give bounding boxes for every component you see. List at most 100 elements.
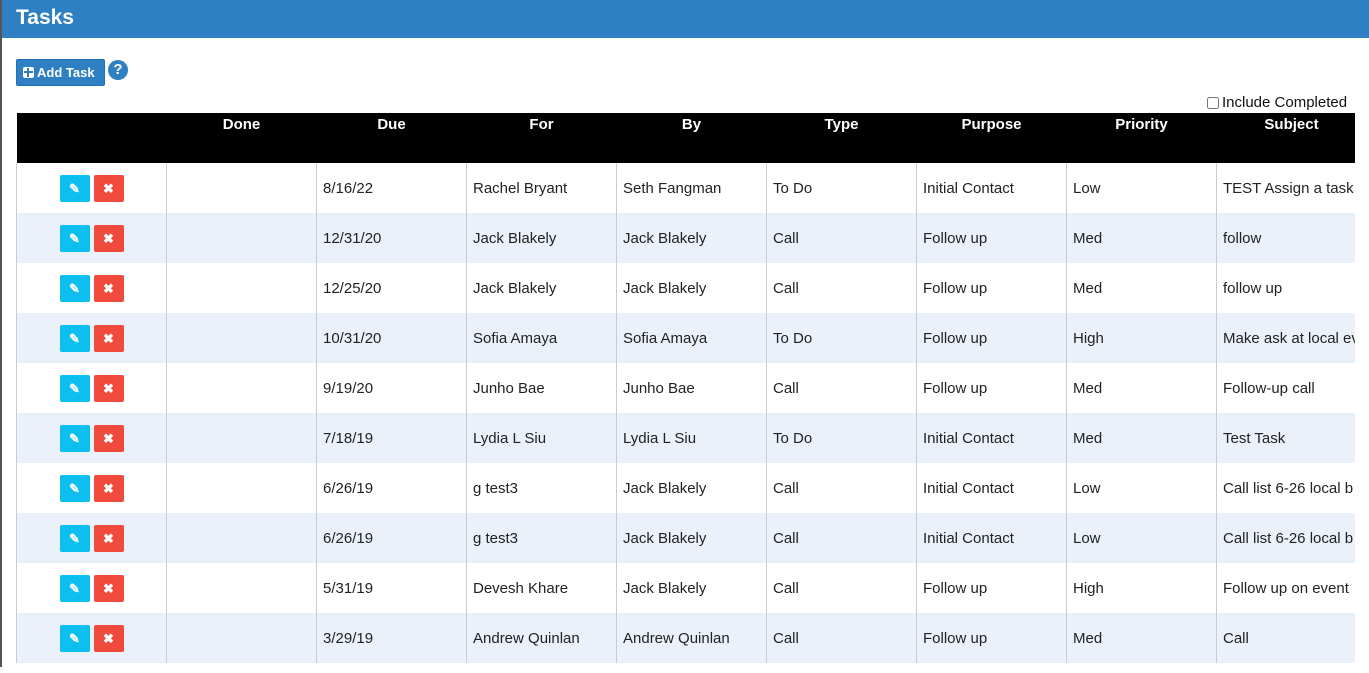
cell-due: 12/31/20: [316, 213, 467, 263]
window-border: [0, 0, 2, 667]
cell-done: [166, 363, 317, 413]
table-row[interactable]: ✎ ✖ 8/16/22 Rachel Bryant Seth Fangman To Do I…: [16, 163, 1355, 213]
cell-purpose: Initial Contact: [916, 413, 1067, 463]
cell-purpose: Follow up: [916, 263, 1067, 313]
table-row[interactable]: ✎ ✖ 12/25/20 Jack Blakely Jack Blakely Call Fo…: [16, 263, 1355, 313]
row-actions: ✎ ✖: [16, 463, 167, 513]
cell-done: [166, 563, 317, 613]
close-icon: ✖: [103, 630, 114, 646]
edit-button[interactable]: ✎: [59, 274, 90, 302]
cell-subject: TEST Assign a task t: [1216, 163, 1355, 213]
row-actions: ✎ ✖: [16, 363, 167, 413]
cell-type: Call: [766, 563, 917, 613]
cell-due: 3/29/19: [316, 613, 467, 663]
cell-type: To Do: [766, 313, 917, 363]
cell-by: Jack Blakely: [616, 563, 767, 613]
delete-button[interactable]: ✖: [93, 574, 124, 602]
cell-subject: Call list 6-26 local b: [1216, 513, 1355, 563]
cell-done: [166, 163, 317, 213]
delete-button[interactable]: ✖: [93, 224, 124, 252]
edit-button[interactable]: ✎: [59, 624, 90, 652]
pencil-icon: ✎: [69, 480, 80, 496]
delete-button[interactable]: ✖: [93, 324, 124, 352]
close-icon: ✖: [103, 230, 114, 246]
table-row[interactable]: ✎ ✖ 5/31/19 Devesh Khare Jack Blakely Call Fol…: [16, 563, 1355, 613]
pencil-icon: ✎: [69, 230, 80, 246]
column-header-done[interactable]: Done: [166, 113, 317, 163]
add-task-label: Add Task: [37, 65, 95, 80]
column-header-due[interactable]: Due: [316, 113, 467, 163]
cell-purpose: Initial Contact: [916, 163, 1067, 213]
cell-due: 5/31/19: [316, 563, 467, 613]
cell-due: 6/26/19: [316, 513, 467, 563]
column-header-purpose[interactable]: Purpose: [916, 113, 1067, 163]
cell-by: Junho Bae: [616, 363, 767, 413]
cell-by: Jack Blakely: [616, 263, 767, 313]
close-icon: ✖: [103, 180, 114, 196]
delete-button[interactable]: ✖: [93, 274, 124, 302]
cell-by: Jack Blakely: [616, 513, 767, 563]
cell-done: [166, 263, 317, 313]
row-actions: ✎ ✖: [16, 613, 167, 663]
table-header: Done Due For By Type Purpose Priority Subject: [16, 113, 1355, 163]
cell-for: g test3: [466, 463, 617, 513]
close-icon: ✖: [103, 530, 114, 546]
cell-done: [166, 413, 317, 463]
table-row[interactable]: ✎ ✖ 6/26/19 g test3 Jack Blakely Call Initial …: [16, 463, 1355, 513]
cell-for: Andrew Quinlan: [466, 613, 617, 663]
cell-due: 8/16/22: [316, 163, 467, 213]
edit-button[interactable]: ✎: [59, 374, 90, 402]
cell-purpose: Follow up: [916, 363, 1067, 413]
cell-priority: High: [1066, 313, 1217, 363]
cell-subject: Test Task: [1216, 413, 1355, 463]
row-actions: ✎ ✖: [16, 313, 167, 363]
edit-button[interactable]: ✎: [59, 324, 90, 352]
include-completed-checkbox[interactable]: [1207, 96, 1219, 109]
table-row[interactable]: ✎ ✖ 3/29/19 Andrew Quinlan Andrew Quinlan Cal…: [16, 613, 1355, 663]
column-header-priority[interactable]: Priority: [1066, 113, 1217, 163]
cell-type: Call: [766, 513, 917, 563]
close-icon: ✖: [103, 330, 114, 346]
cell-subject: Follow up on event: [1216, 563, 1355, 613]
delete-button[interactable]: ✖: [93, 374, 124, 402]
delete-button[interactable]: ✖: [93, 424, 124, 452]
edit-button[interactable]: ✎: [59, 224, 90, 252]
include-completed-toggle[interactable]: Include Completed: [1207, 94, 1347, 111]
table-row[interactable]: ✎ ✖ 12/31/20 Jack Blakely Jack Blakely Call Fo…: [16, 213, 1355, 263]
delete-button[interactable]: ✖: [93, 474, 124, 502]
delete-button[interactable]: ✖: [93, 174, 124, 202]
column-header-by[interactable]: By: [616, 113, 767, 163]
edit-button[interactable]: ✎: [59, 174, 90, 202]
delete-button[interactable]: ✖: [93, 524, 124, 552]
edit-button[interactable]: ✎: [59, 574, 90, 602]
question-circle-icon[interactable]: ?: [108, 60, 128, 80]
table-row[interactable]: ✎ ✖ 7/18/19 Lydia L Siu Lydia L Siu To Do Init…: [16, 413, 1355, 463]
cell-subject: follow: [1216, 213, 1355, 263]
cell-done: [166, 313, 317, 363]
edit-button[interactable]: ✎: [59, 524, 90, 552]
column-header-type[interactable]: Type: [766, 113, 917, 163]
cell-type: Call: [766, 363, 917, 413]
table-row[interactable]: ✎ ✖ 6/26/19 g test3 Jack Blakely Call Initial …: [16, 513, 1355, 563]
row-actions: ✎ ✖: [16, 263, 167, 313]
column-header-for[interactable]: For: [466, 113, 617, 163]
delete-button[interactable]: ✖: [93, 624, 124, 652]
add-task-button[interactable]: Add Task: [16, 59, 105, 86]
edit-button[interactable]: ✎: [59, 424, 90, 452]
table-row[interactable]: ✎ ✖ 10/31/20 Sofia Amaya Sofia Amaya To Do Fol…: [16, 313, 1355, 363]
edit-button[interactable]: ✎: [59, 474, 90, 502]
cell-by: Andrew Quinlan: [616, 613, 767, 663]
table-row[interactable]: ✎ ✖ 9/19/20 Junho Bae Junho Bae Call Follow up…: [16, 363, 1355, 413]
column-header-actions[interactable]: [16, 113, 167, 163]
close-icon: ✖: [103, 380, 114, 396]
cell-priority: Med: [1066, 363, 1217, 413]
pencil-icon: ✎: [69, 530, 80, 546]
cell-type: Call: [766, 463, 917, 513]
row-actions: ✎ ✖: [16, 213, 167, 263]
cell-by: Jack Blakely: [616, 213, 767, 263]
cell-purpose: Follow up: [916, 613, 1067, 663]
cell-for: Devesh Khare: [466, 563, 617, 613]
row-actions: ✎ ✖: [16, 513, 167, 563]
cell-by: Jack Blakely: [616, 463, 767, 513]
column-header-subject[interactable]: Subject: [1216, 113, 1355, 163]
